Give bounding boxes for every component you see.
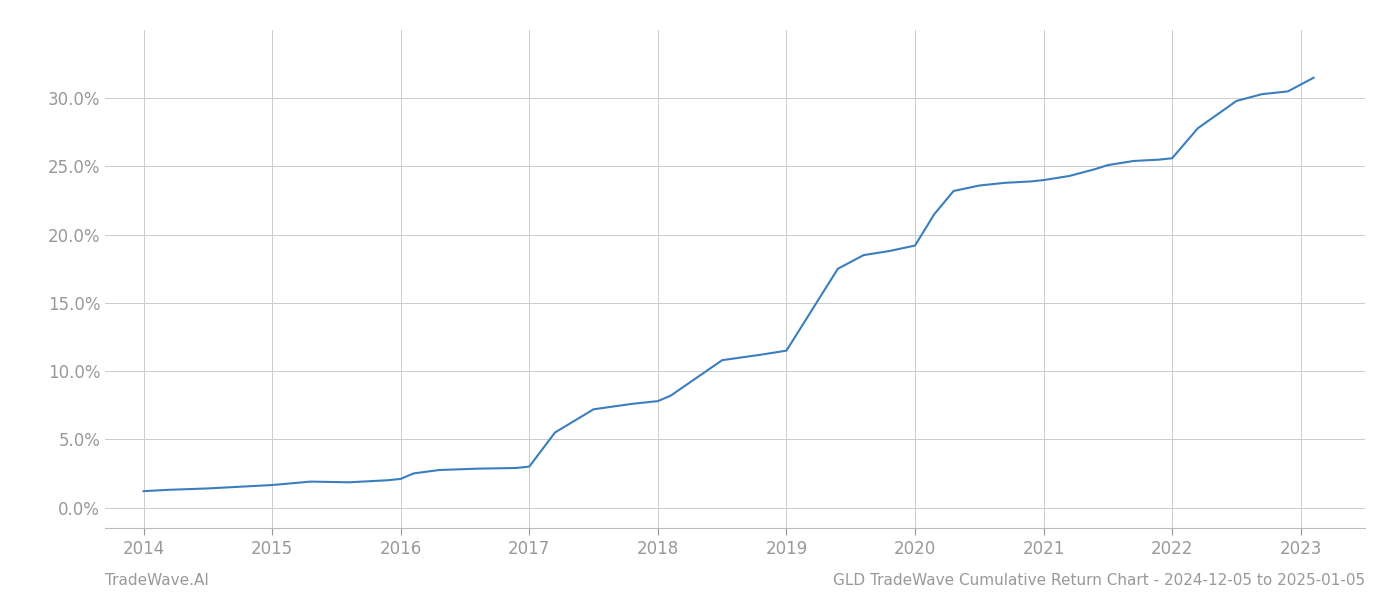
Text: TradeWave.AI: TradeWave.AI <box>105 573 209 588</box>
Text: GLD TradeWave Cumulative Return Chart - 2024-12-05 to 2025-01-05: GLD TradeWave Cumulative Return Chart - … <box>833 573 1365 588</box>
